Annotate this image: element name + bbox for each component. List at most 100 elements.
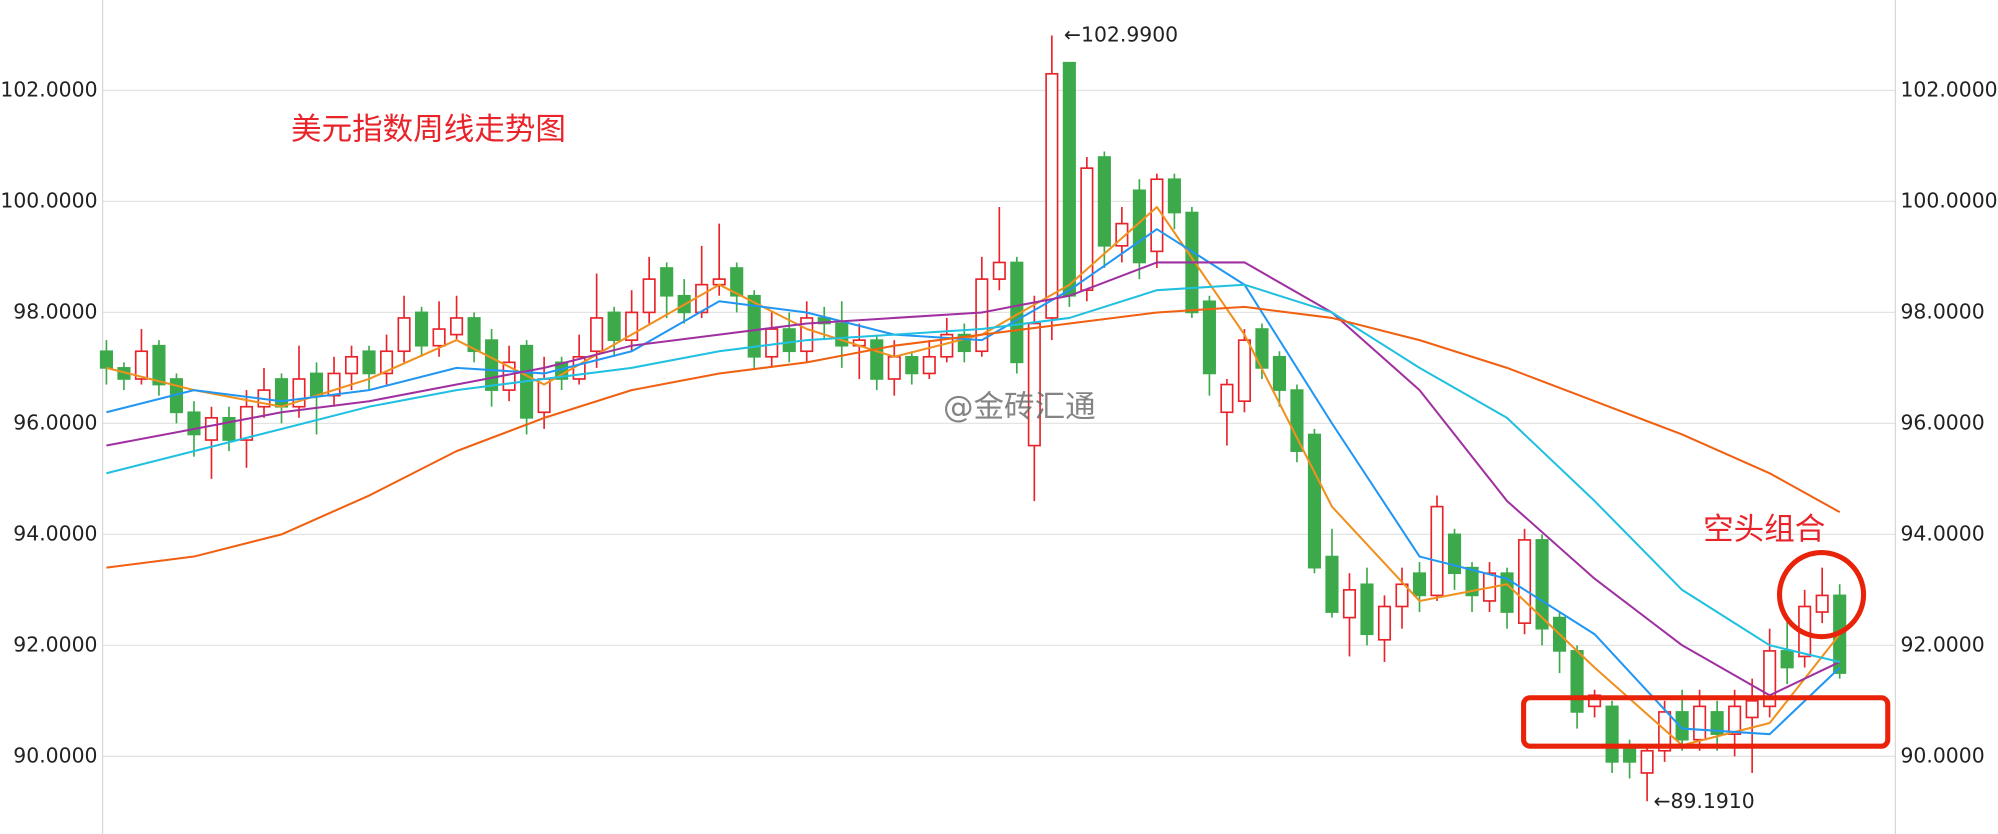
candle-body <box>1220 383 1234 414</box>
candle-body <box>485 339 499 391</box>
candle-body <box>1728 705 1742 735</box>
y-tick-label: 96.0000 <box>13 410 97 434</box>
candle-body <box>1763 650 1777 708</box>
candle-body <box>292 378 306 408</box>
low-label: ←89.1910 <box>1653 789 1754 813</box>
candle-body <box>730 267 744 297</box>
highlight-box <box>1521 695 1891 749</box>
candle-body <box>1395 583 1409 608</box>
candle-body <box>835 322 849 347</box>
candle-body <box>134 350 149 380</box>
y-tick-label-right: 90.0000 <box>1900 743 1984 767</box>
candle-body <box>1710 711 1724 735</box>
candle-body <box>187 411 201 436</box>
y-tick-label: 98.0000 <box>13 299 97 323</box>
candle-body <box>1115 222 1129 247</box>
candle-body <box>415 311 429 347</box>
candle-body <box>309 372 324 397</box>
candle-body <box>99 350 113 369</box>
candle-body <box>992 261 1006 280</box>
candle-body <box>817 317 831 325</box>
candle-body <box>887 355 901 380</box>
ma-line <box>106 228 1841 736</box>
candle-body <box>1675 711 1689 741</box>
candle-body <box>327 372 341 397</box>
candle-body <box>625 311 639 341</box>
candle-body <box>222 417 236 441</box>
candle-body <box>1045 72 1059 319</box>
candle-body <box>905 355 919 375</box>
candle-body <box>1517 539 1532 624</box>
y-tick-label-right: 100.0000 <box>1900 188 1997 212</box>
candle-body <box>1027 322 1041 447</box>
candle-body <box>1535 539 1549 630</box>
candle-body <box>1307 433 1322 569</box>
candle-body <box>1290 389 1304 452</box>
candle-body <box>1202 300 1216 375</box>
y-tick-label-right: 102.0000 <box>1900 77 1997 101</box>
candle-body <box>765 328 779 358</box>
ma-line <box>106 305 1841 569</box>
candle-body <box>1430 505 1444 597</box>
highlight-circle <box>1776 550 1867 640</box>
candle-body <box>975 278 989 353</box>
y-tick-label-right: 94.0000 <box>1900 521 1984 545</box>
candle-body <box>344 355 359 375</box>
candle-body <box>660 267 674 297</box>
candle-body <box>1150 178 1164 253</box>
y-tick-label-right: 96.0000 <box>1900 410 1984 434</box>
candle-body <box>590 317 604 353</box>
candle-body <box>1640 749 1654 774</box>
candle-body <box>1342 589 1357 619</box>
candle-body <box>800 317 814 353</box>
candle-body <box>1062 61 1076 297</box>
y-tick-label: 102.0000 <box>0 77 97 101</box>
candle-body <box>204 417 219 441</box>
candle-body <box>1658 711 1672 752</box>
candle-body <box>1780 650 1794 669</box>
watermark: @金砖汇通 <box>943 390 1096 425</box>
candle-body <box>1272 355 1286 391</box>
candle-body <box>362 350 376 375</box>
annotation: 空头组合 <box>1703 512 1825 547</box>
candle-body <box>152 344 166 386</box>
candle-body <box>1167 178 1181 214</box>
candle-body <box>432 328 446 347</box>
candle-body <box>1605 705 1619 763</box>
candle-body <box>1360 583 1374 636</box>
candle-body <box>1693 705 1707 741</box>
candle-body <box>1745 699 1759 719</box>
y-tick-label-right: 92.0000 <box>1900 632 1984 656</box>
grid <box>102 89 1896 757</box>
ma-line <box>106 261 1841 697</box>
candle-body <box>1815 594 1829 613</box>
candle-body <box>747 294 761 358</box>
candle-body <box>1412 572 1427 597</box>
candle-body <box>1377 605 1392 641</box>
candle-body <box>1237 339 1251 403</box>
candle-body <box>379 350 394 375</box>
moving-averages <box>106 206 1841 747</box>
candle-body <box>1097 156 1111 247</box>
candle-body <box>1570 650 1584 713</box>
candle-body <box>1447 533 1462 575</box>
candle-body <box>870 339 884 380</box>
y-tick-label: 100.0000 <box>0 188 97 212</box>
y-tick-label: 90.0000 <box>13 743 97 767</box>
ma-line <box>106 283 1840 663</box>
candle-body <box>467 317 481 353</box>
candle-body <box>1465 566 1479 597</box>
candle-body <box>1325 555 1339 613</box>
chart-title: 美元指数周线走势图 <box>291 113 566 148</box>
y-tick-label: 92.0000 <box>13 632 97 656</box>
candle-body <box>957 333 971 353</box>
candle-body <box>642 278 656 314</box>
candle-body <box>922 355 936 375</box>
y-tick-label-right: 98.0000 <box>1900 299 1984 323</box>
candle-body <box>274 378 289 408</box>
candle-body <box>397 317 411 353</box>
candle-body <box>239 405 254 441</box>
candle-body <box>782 328 796 353</box>
high-label: ←102.9900 <box>1064 23 1178 47</box>
